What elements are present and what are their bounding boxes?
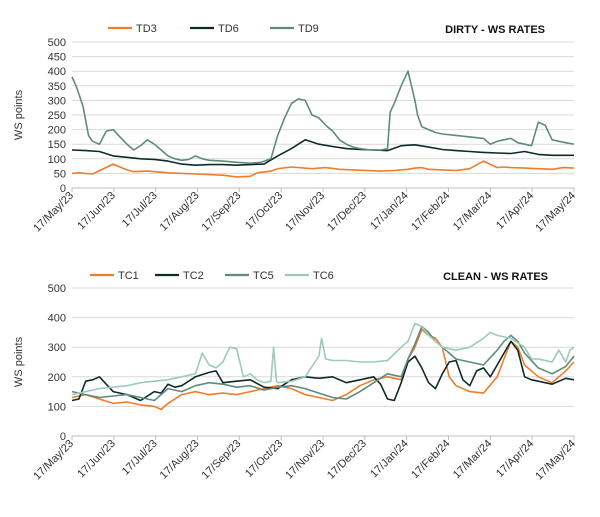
y-tick-label: 300	[48, 95, 66, 107]
x-tick-label: 17/Jun/23	[75, 438, 118, 481]
legend-label-tc6: TC6	[313, 270, 334, 282]
y-tick-label: 450	[48, 52, 66, 64]
legend-label-tc1: TC1	[118, 270, 139, 282]
legend-label-tc2: TC2	[183, 270, 204, 282]
legend-label-td3: TD3	[136, 23, 157, 35]
x-tick-label: 17/Jun/23	[75, 190, 118, 233]
series-line-td9	[71, 70, 575, 164]
x-tick-label: 17/Nov/23	[283, 190, 327, 234]
legend-label-td6: TD6	[218, 23, 239, 35]
y-tick-label: 150	[48, 139, 66, 151]
chart-title: CLEAN - WS RATES	[443, 271, 548, 283]
x-tick-label: 17/Feb/24	[409, 190, 453, 234]
y-tick-label: 400	[48, 66, 66, 78]
y-tick-label: 500	[48, 37, 66, 49]
x-tick-label: 17/Mar/24	[451, 190, 495, 234]
y-axis-title: WS points	[13, 89, 25, 140]
x-tick-label: 17/May/23	[31, 438, 76, 483]
series-line-tc5	[71, 325, 575, 402]
y-tick-label: 0	[60, 183, 66, 195]
y-tick-label: 250	[48, 110, 66, 122]
dirty-ws-rates-panel: 0 50 100 150 200 250 300 350 400 450 500 WS points 1…	[13, 23, 578, 234]
clean-ws-rates-panel: 0 100 200 300 400 500 WS points 17/May/23 17/Jun…	[13, 270, 578, 482]
y-axis-title: WS points	[13, 336, 25, 387]
x-tick-label: 17/Sep/23	[200, 438, 244, 482]
chart-title: DIRTY - WS RATES	[445, 24, 545, 36]
legend-label-tc5: TC5	[253, 270, 274, 282]
x-tick-label: 17/Dec/23	[325, 438, 369, 482]
series-line-tc1	[71, 328, 575, 411]
series-line-tc6	[71, 322, 575, 396]
series-line-td3	[71, 160, 575, 178]
x-tick-label: 17/Oct/23	[243, 438, 285, 480]
series-line-tc2	[71, 340, 575, 402]
x-tick-label: 17/Apr/24	[494, 190, 536, 232]
y-tick-label: 0	[60, 431, 66, 443]
x-tick-label: 17/Mar/24	[451, 438, 495, 482]
x-tick-label: 17/Apr/24	[494, 438, 536, 480]
x-tick-label: 17/Jul/23	[120, 190, 160, 230]
x-tick-label: 17/Nov/23	[283, 438, 327, 482]
x-tick-label: 17/Feb/24	[409, 438, 453, 482]
y-tick-label: 200	[48, 372, 66, 384]
x-tick-label: 17/May/24	[533, 438, 578, 483]
legend-label-td9: TD9	[298, 23, 319, 35]
y-tick-label: 100	[48, 154, 66, 166]
x-tick-label: 17/Dec/23	[325, 190, 369, 234]
y-tick-label: 100	[48, 401, 66, 413]
x-tick-label: 17/May/24	[533, 190, 578, 235]
y-tick-label: 500	[48, 283, 66, 295]
y-tick-label: 200	[48, 125, 66, 137]
x-tick-label: 17/Aug/23	[158, 438, 202, 482]
x-tick-label: 17/Jul/23	[120, 438, 160, 478]
x-tick-label: 17/Oct/23	[243, 190, 285, 232]
series-line-td6	[71, 139, 574, 166]
y-tick-label: 350	[48, 81, 66, 93]
y-tick-label: 300	[48, 342, 66, 354]
y-tick-label: 400	[48, 313, 66, 325]
x-tick-label: 17/Jan/24	[368, 190, 411, 233]
x-tick-label: 17/Jan/24	[368, 438, 411, 481]
x-tick-label: 17/May/23	[31, 190, 76, 235]
x-tick-label: 17/Sep/23	[200, 190, 244, 234]
x-tick-label: 17/Aug/23	[158, 190, 202, 234]
y-tick-label: 50	[54, 168, 66, 180]
